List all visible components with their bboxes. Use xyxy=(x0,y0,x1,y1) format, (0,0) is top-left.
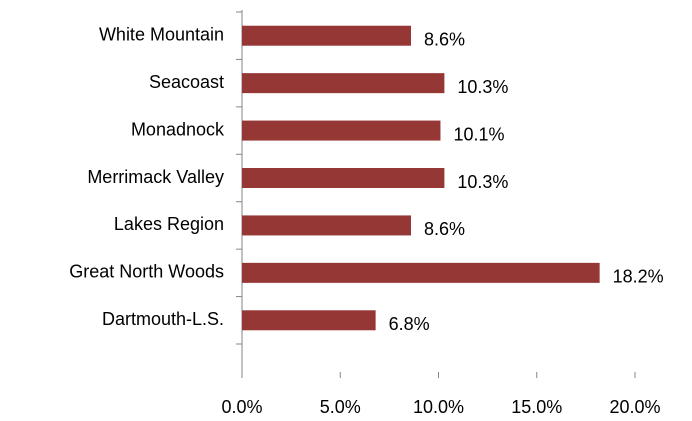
bar xyxy=(242,310,376,331)
x-tick-label: 5.0% xyxy=(320,397,361,417)
y-tick-label: Monadnock xyxy=(131,119,225,139)
x-tick-label: 20.0% xyxy=(609,397,660,417)
x-tick-label: 15.0% xyxy=(511,397,562,417)
value-label: 18.2% xyxy=(613,267,664,287)
bar xyxy=(242,120,441,141)
value-label: 10.3% xyxy=(457,172,508,192)
x-tick-label: 10.0% xyxy=(413,397,464,417)
bar xyxy=(242,215,411,236)
bar xyxy=(242,25,411,46)
value-label: 6.8% xyxy=(389,314,430,334)
x-tick-label: 0.0% xyxy=(221,397,262,417)
value-label: 8.6% xyxy=(424,219,465,239)
bar xyxy=(242,73,445,94)
y-tick-label: Great North Woods xyxy=(69,262,224,282)
y-tick-label: Seacoast xyxy=(149,72,224,92)
value-label: 10.1% xyxy=(453,124,504,144)
bar xyxy=(242,262,600,283)
value-label: 8.6% xyxy=(424,29,465,49)
y-tick-label: White Mountain xyxy=(99,24,224,44)
y-tick-label: Merrimack Valley xyxy=(87,167,224,187)
y-tick-label: Dartmouth-L.S. xyxy=(102,309,224,329)
y-tick-label: Lakes Region xyxy=(114,214,224,234)
value-label: 10.3% xyxy=(457,77,508,97)
bar xyxy=(242,168,445,188)
